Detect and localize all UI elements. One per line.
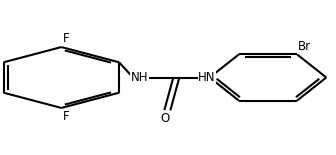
Text: F: F [63,110,70,123]
Text: HN: HN [198,71,216,84]
Text: NH: NH [131,71,149,84]
Text: Br: Br [298,40,311,53]
Text: F: F [63,32,70,45]
Text: O: O [160,112,169,125]
